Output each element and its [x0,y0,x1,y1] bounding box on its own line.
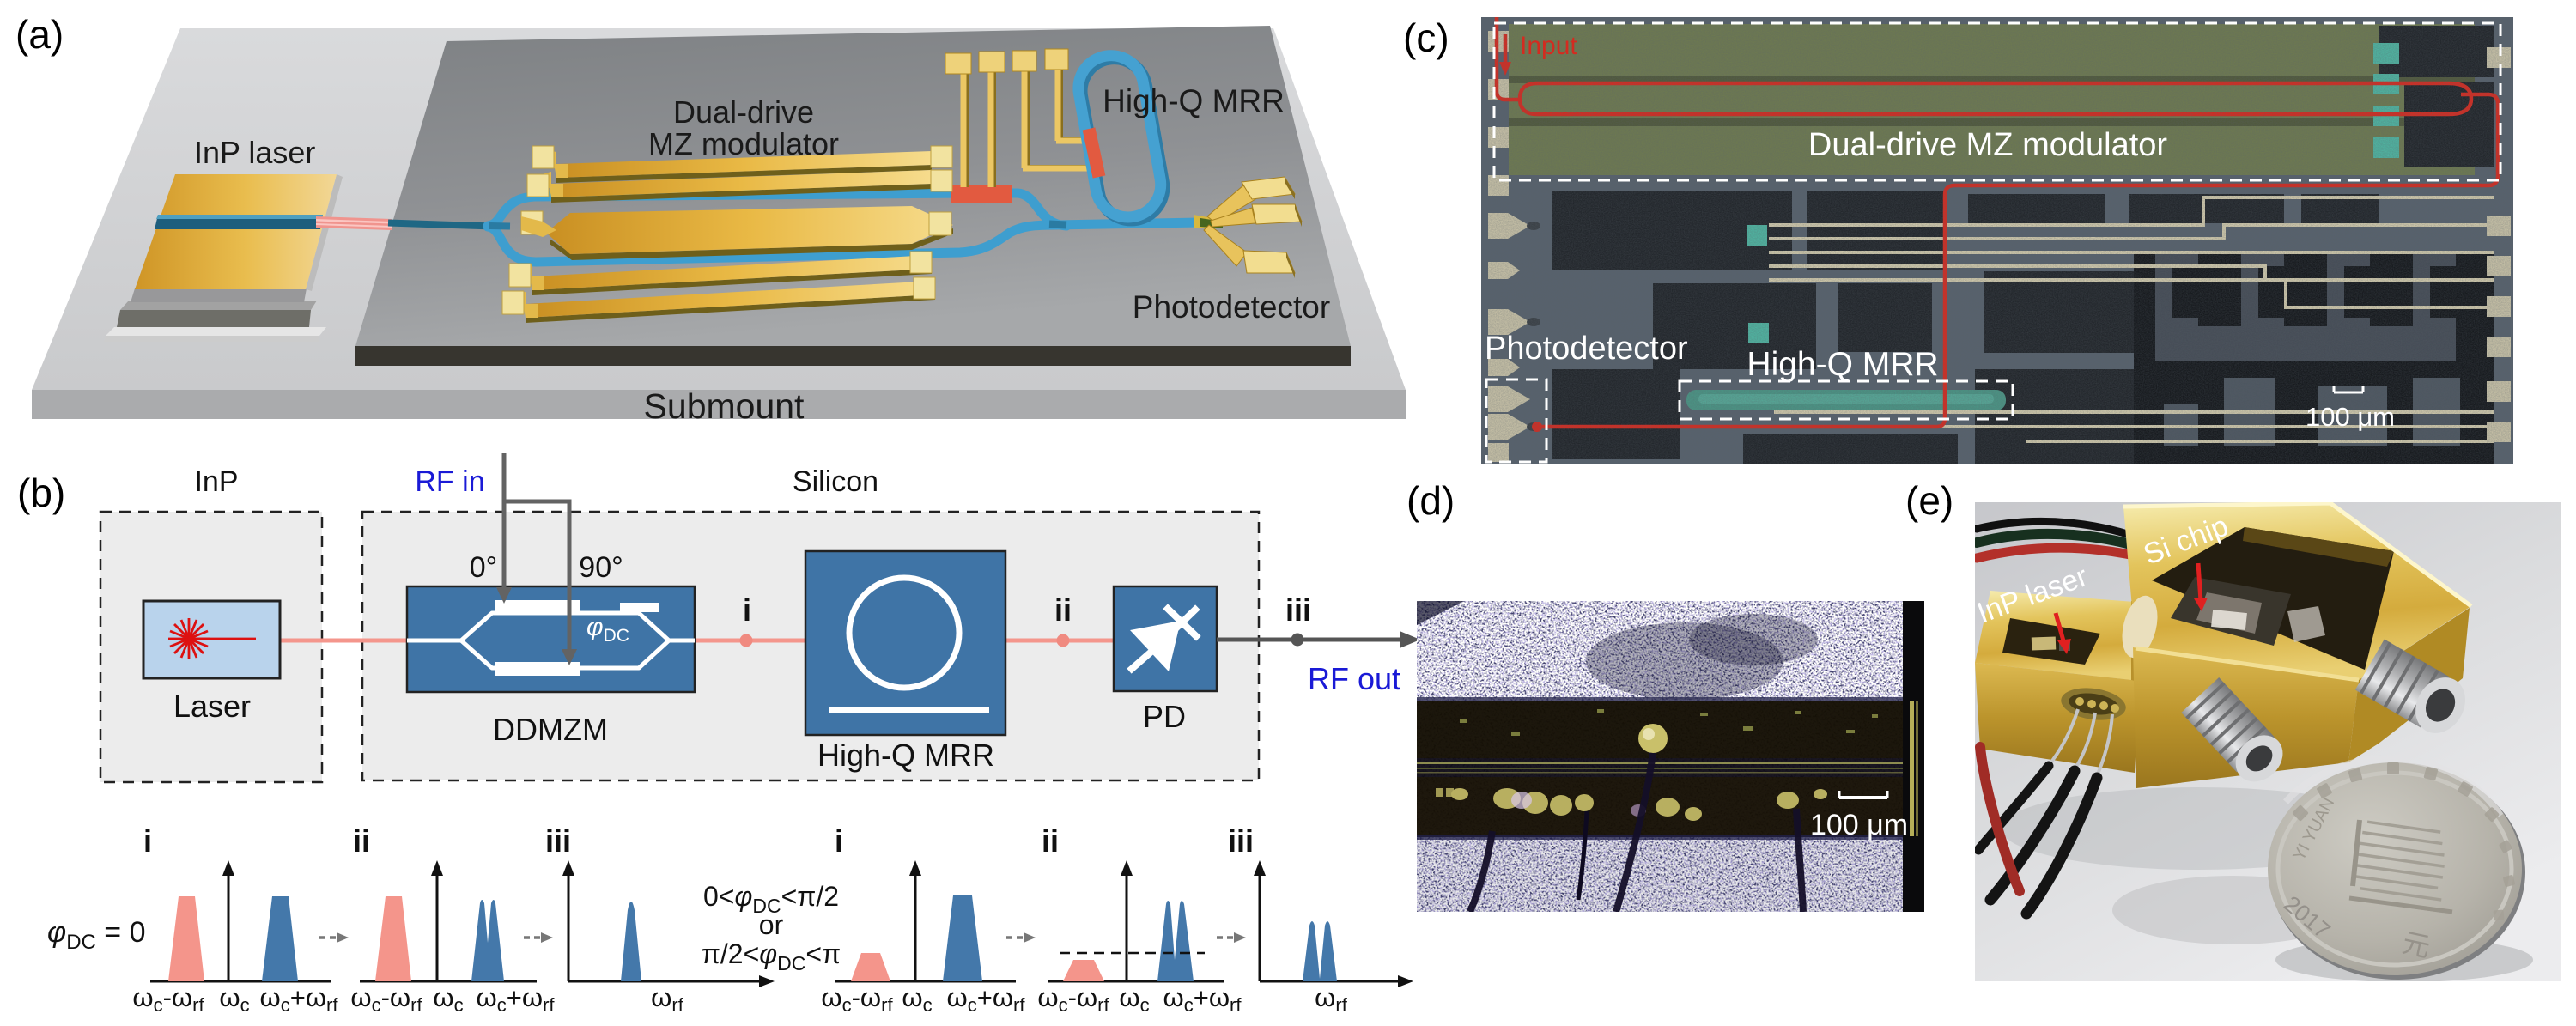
svg-text:0<φDC<π/2: 0<φDC<π/2 [703,881,839,917]
svg-text:High-Q MRR: High-Q MRR [1103,83,1285,118]
svg-text:RF out: RF out [1308,661,1400,696]
svg-text:(d): (d) [1406,478,1455,523]
svg-text:PD: PD [1143,699,1186,734]
svg-text:i: i [835,823,843,859]
svg-text:Silicon: Silicon [793,465,878,498]
svg-text:iii: iii [1228,823,1254,859]
svg-text:i: i [143,823,152,859]
svg-text:ωc-ωrf: ωc-ωrf [350,982,422,1016]
svg-text:ωc-ωrf: ωc-ωrf [1037,982,1109,1016]
svg-text:ii: ii [353,823,370,859]
svg-text:Submount: Submount [644,386,805,426]
svg-text:Dual-drive: Dual-drive [673,94,814,130]
svg-text:DDMZM: DDMZM [493,712,608,747]
svg-text:iii: iii [1285,592,1311,628]
svg-text:or: or [759,909,784,940]
svg-text:Laser: Laser [173,689,251,724]
svg-text:High-Q MRR: High-Q MRR [817,738,994,773]
svg-text:ωc: ωc [1119,982,1149,1016]
svg-text:(c): (c) [1403,15,1449,60]
svg-text:ii: ii [1042,823,1059,859]
svg-text:ωc+ωrf: ωc+ωrf [947,982,1026,1016]
svg-text:High-Q MRR: High-Q MRR [1747,346,1938,383]
svg-text:Input: Input [1520,32,1577,60]
svg-text:(b): (b) [17,471,65,515]
svg-text:90°: 90° [579,551,623,584]
svg-text:π/2<φDC<π: π/2<φDC<π [702,938,841,974]
svg-text:(e): (e) [1905,478,1953,523]
svg-text:ii: ii [1054,592,1072,628]
svg-text:ωc-ωrf: ωc-ωrf [821,982,893,1016]
svg-text:InP: InP [194,465,238,498]
svg-text:元: 元 [2400,927,2433,963]
svg-text:ωc+ωrf: ωc+ωrf [477,982,556,1016]
svg-text:iii: iii [545,823,571,859]
svg-text:Photodetector: Photodetector [1133,289,1330,325]
svg-text:InP laser: InP laser [194,135,315,170]
svg-text:ωc: ωc [902,982,932,1016]
svg-text:ωrf: ωrf [1315,982,1348,1016]
svg-text:ωc+ωrf: ωc+ωrf [1163,982,1242,1016]
svg-text:0°: 0° [470,551,498,584]
svg-text:100 μm: 100 μm [1810,809,1908,841]
svg-text:φDC = 0: φDC = 0 [47,916,146,954]
svg-text:ωrf: ωrf [651,982,684,1016]
svg-text:Photodetector: Photodetector [1485,331,1688,367]
svg-text:ωc: ωc [219,982,249,1016]
svg-text:ωc: ωc [433,982,463,1016]
svg-text:Dual-drive MZ modulator: Dual-drive MZ modulator [1808,127,2167,163]
svg-text:RF in: RF in [415,465,484,498]
svg-text:i: i [743,592,751,628]
svg-text:(a): (a) [15,12,64,57]
svg-text:MZ modulator: MZ modulator [648,126,839,161]
svg-text:ωc+ωrf: ωc+ωrf [260,982,339,1016]
svg-text:100 μm: 100 μm [2306,402,2395,432]
svg-text:ωc-ωrf: ωc-ωrf [132,982,204,1016]
